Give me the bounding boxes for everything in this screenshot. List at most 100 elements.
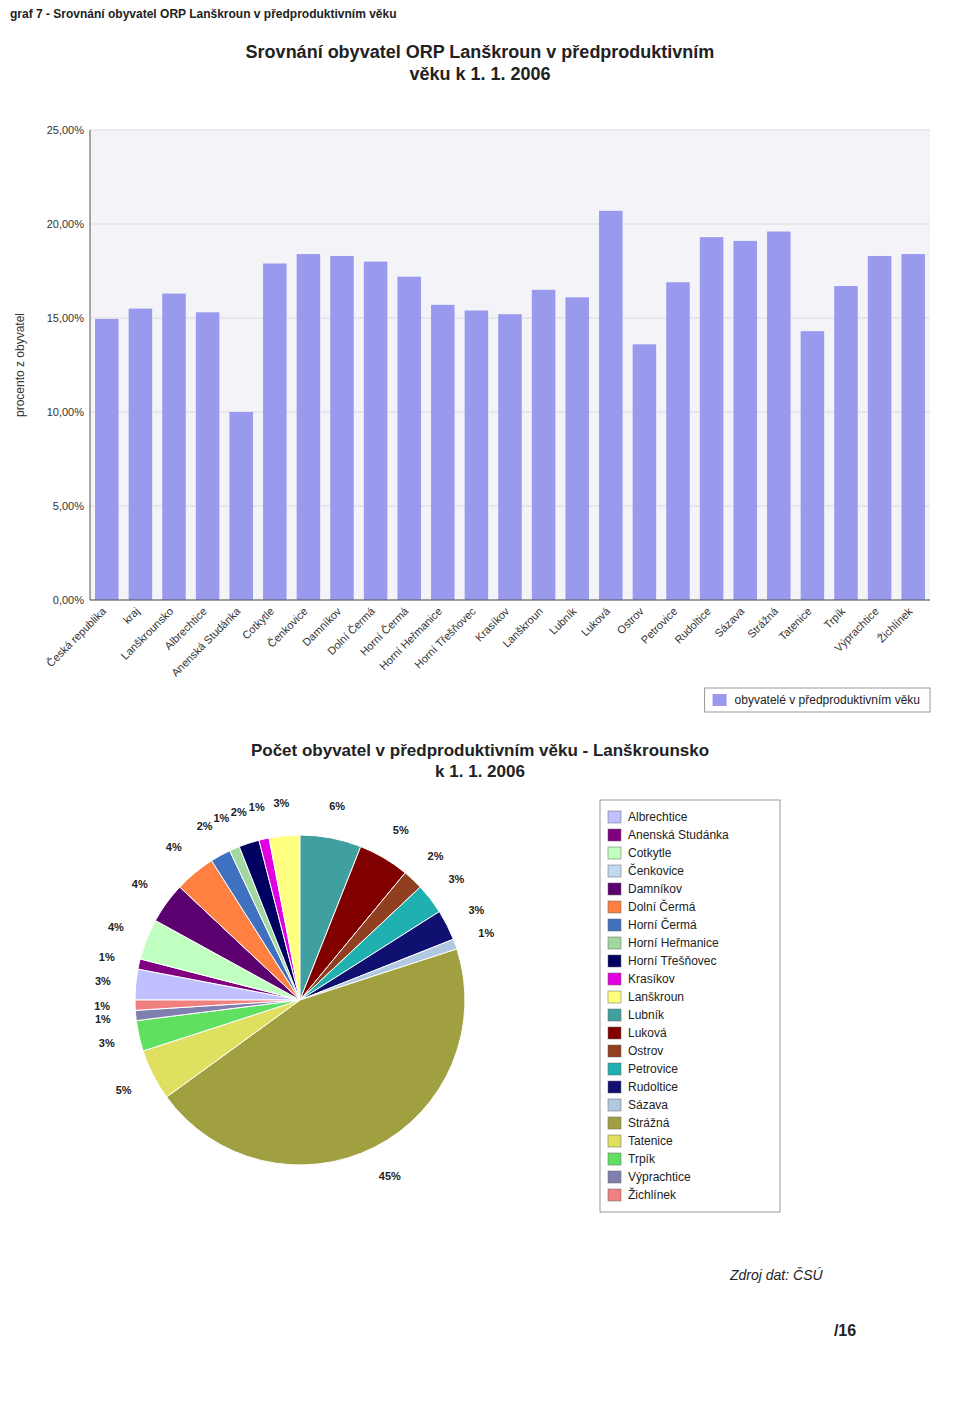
bar: [397, 277, 421, 600]
bar: [431, 305, 455, 600]
legend: AlbrechticeAnenská StudánkaCotkytleČenko…: [600, 800, 780, 1212]
legend-swatch: [608, 973, 621, 985]
x-tick-label: Výprachtice: [832, 605, 881, 654]
bar: [767, 232, 791, 600]
x-tick-label: Anenská Studánka: [169, 604, 243, 678]
pie-slice: [135, 1000, 300, 1021]
bar: [801, 331, 825, 600]
bar: [901, 254, 925, 600]
x-tick-label: Strážná: [745, 604, 781, 640]
x-tick-label: Lanškroun: [500, 605, 545, 650]
x-tick-label: Trpík: [821, 605, 847, 631]
data-label: 5%: [393, 824, 409, 836]
legend-swatch: [608, 1099, 621, 1111]
x-tick-label: Horní Třešňovec: [412, 605, 478, 671]
data-label: 1%: [213, 812, 229, 824]
x-tick-label: Luková: [579, 604, 613, 638]
data-label: 3%: [448, 873, 464, 885]
data-label: 45%: [379, 1170, 401, 1182]
chart-canvas: graf 7 - Srovnání obyvatel ORP Lanškroun…: [0, 0, 960, 1420]
legend-label: Dolní Čermá: [628, 899, 696, 914]
legend-label: Horní Třešňovec: [628, 954, 716, 968]
data-label: 4%: [132, 878, 148, 890]
bar: [196, 312, 220, 600]
grid-line: [90, 600, 930, 601]
bar-chart: graf 7 - Srovnání obyvatel ORP Lanškroun…: [10, 7, 930, 712]
y-tick-label: 10,00%: [47, 406, 85, 418]
x-tick-label: Horní Heřmanice: [377, 605, 444, 672]
bar: [297, 254, 321, 600]
bar: [565, 297, 589, 600]
x-tick-label: Lubník: [547, 605, 579, 637]
legend-label: Rudoltice: [628, 1080, 678, 1094]
footer-page: /16: [834, 1322, 856, 1339]
bar: [733, 241, 757, 600]
bars: [95, 211, 925, 600]
pie-chart: Počet obyvatel v předproduktivním věku -…: [94, 741, 856, 1339]
chart-title: Srovnání obyvatel ORP Lanškroun v předpr…: [246, 42, 715, 84]
y-axis-label: procento z obyvatel: [13, 313, 27, 417]
legend-swatch: [608, 1027, 621, 1039]
data-label: 2%: [197, 820, 213, 832]
y-tick-label: 25,00%: [47, 124, 85, 136]
slices: [135, 835, 465, 1165]
legend-label: Cotkytle: [628, 846, 672, 860]
chart-title: Počet obyvatel v předproduktivním věku -…: [251, 741, 709, 781]
y-tick-label: 5,00%: [53, 500, 84, 512]
x-tick-label: Rudoltice: [672, 605, 713, 646]
text-line: k 1. 1. 2006: [435, 762, 525, 781]
legend-frame: [705, 688, 930, 712]
legend-label: Čenkovice: [628, 863, 684, 878]
y-tick-label: 15,00%: [47, 312, 85, 324]
legend-swatch: [608, 829, 621, 841]
legend-label: Ostrov: [628, 1044, 663, 1058]
bar: [229, 412, 253, 600]
legend-swatch: [608, 1117, 621, 1129]
legend-swatch: [608, 919, 621, 931]
legend-swatch: [608, 1189, 621, 1201]
legend-label: Lanškroun: [628, 990, 684, 1004]
legend-label: Damníkov: [628, 882, 682, 896]
x-tick-label: Česká republika: [44, 604, 109, 669]
bar: [95, 319, 119, 600]
plot-background: [90, 130, 930, 600]
data-label: 2%: [231, 806, 247, 818]
legend-swatch: [608, 1009, 621, 1021]
y-axis-line: [90, 130, 91, 600]
data-label: 3%: [468, 904, 484, 916]
bar: [364, 262, 388, 600]
data-label: 1%: [95, 1013, 111, 1025]
legend-label: Trpík: [628, 1152, 656, 1166]
text-line: Srovnání obyvatel ORP Lanškroun v předpr…: [246, 42, 715, 62]
legend-label: Tatenice: [628, 1134, 673, 1148]
data-label: 4%: [166, 841, 182, 853]
legend-label: Strážná: [628, 1116, 670, 1130]
data-label: 3%: [99, 1037, 115, 1049]
legend-swatch: [608, 1045, 621, 1057]
x-tick-label: Žichlínek: [875, 605, 915, 645]
pie-slice: [269, 835, 300, 1000]
legend-label: obyvatelé v předproduktivním věku: [735, 693, 920, 707]
legend-swatch: [608, 1153, 621, 1165]
legend-label: Krasíkov: [628, 972, 675, 986]
legend-swatch: [608, 883, 621, 895]
legend-swatch: [713, 694, 727, 706]
legend-swatch: [608, 937, 621, 949]
legend-label: Anenská Studánka: [628, 828, 729, 842]
bar: [263, 263, 287, 600]
pie-slice: [135, 1000, 300, 1010]
bar: [666, 282, 690, 600]
data-label: 2%: [428, 850, 444, 862]
legend-label: Žichlínek: [628, 1187, 677, 1202]
x-tick-label: Sázava: [712, 604, 747, 639]
bar: [465, 310, 489, 600]
legend-swatch: [608, 811, 621, 823]
x-axis-line: [90, 600, 930, 601]
data-label: 1%: [94, 1000, 110, 1012]
legend-label: Horní Čermá: [628, 917, 697, 932]
legend-label: Luková: [628, 1026, 667, 1040]
legend-swatch: [608, 901, 621, 913]
legend-label: Petrovice: [628, 1062, 678, 1076]
data-label: 3%: [273, 797, 289, 809]
bar: [498, 314, 522, 600]
